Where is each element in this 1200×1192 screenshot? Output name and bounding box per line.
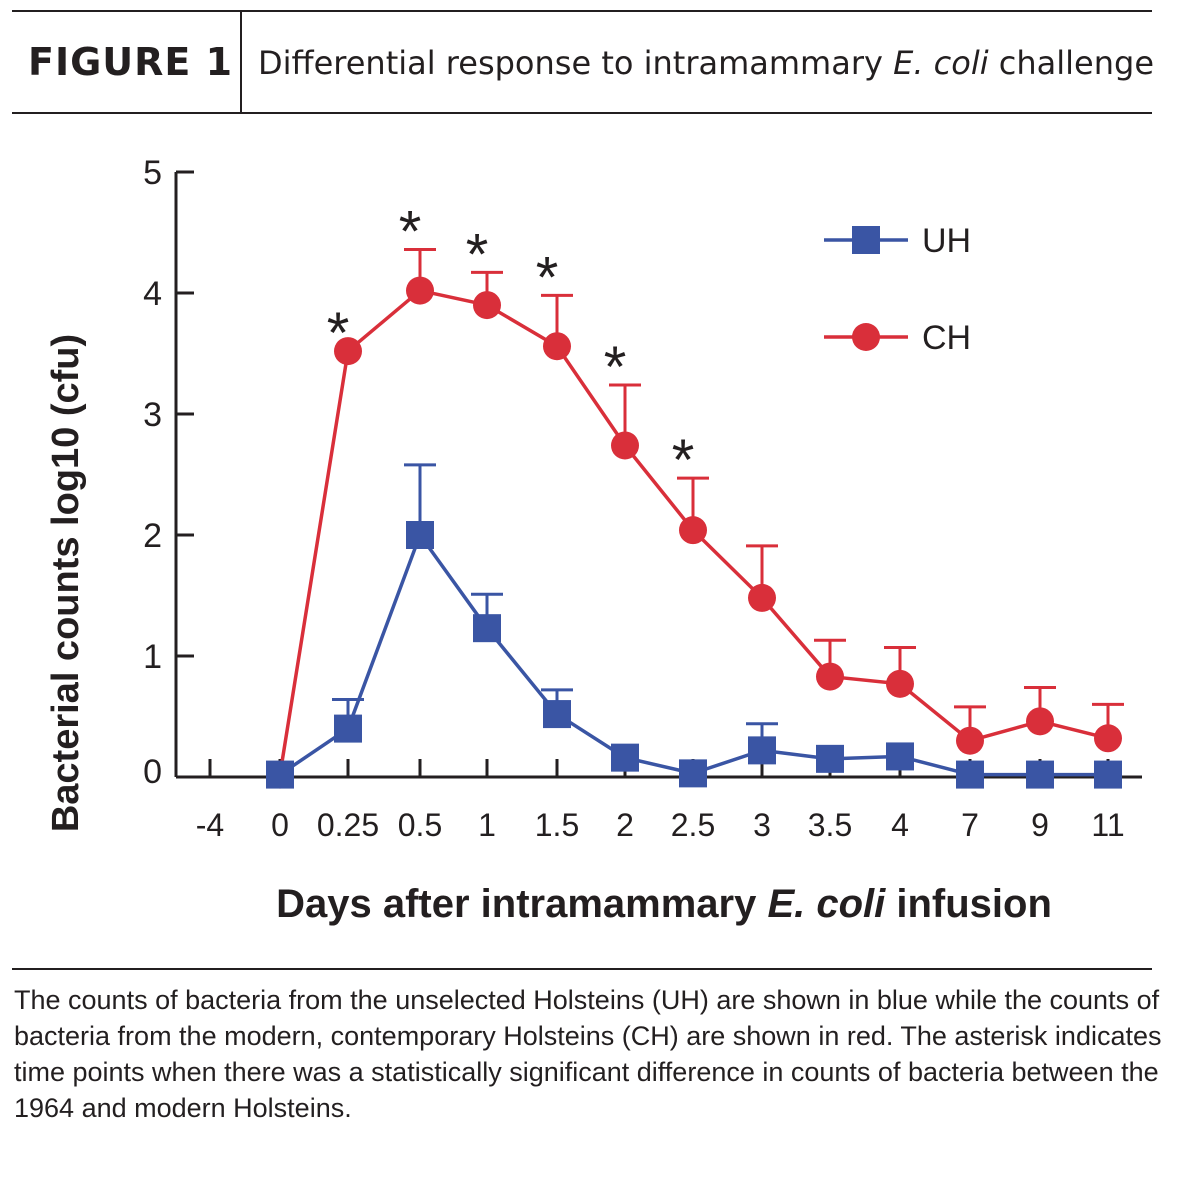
data-point-circle	[543, 332, 571, 361]
x-tick-label: 1.5	[535, 807, 579, 843]
figure-title: Differential response to intramammary E.…	[258, 44, 1154, 82]
series-ch	[266, 247, 1124, 789]
figure-title-pre: Differential response to intramammary	[258, 44, 894, 82]
x-axis-label: Days after intramammary E. coli infusion	[276, 882, 1052, 926]
x-tick-label: 1	[478, 807, 496, 843]
legend: UH CH	[824, 222, 971, 357]
x-tick-label: -4	[196, 807, 224, 843]
x-tick-label: 0.25	[317, 807, 379, 843]
data-point-circle	[816, 662, 844, 691]
legend-swatch-square	[852, 226, 880, 254]
x-axis-label-italic: E. coli	[767, 882, 886, 926]
data-point-circle	[956, 726, 984, 755]
significance-asterisk: *	[466, 222, 489, 287]
x-tick-label: 0	[271, 807, 289, 843]
x-tick-label: 0.5	[398, 807, 442, 843]
data-point-circle	[748, 583, 776, 612]
legend-item-ch: CH	[824, 319, 971, 357]
significance-asterisk: *	[327, 301, 350, 366]
figure-title-italic: E. coli	[893, 44, 989, 82]
y-tick-label: 0	[143, 753, 162, 791]
data-point-square	[956, 760, 984, 789]
data-point-circle	[1094, 724, 1122, 753]
caption-top-rule	[12, 968, 1152, 970]
y-tick-label: 4	[143, 275, 162, 313]
y-tick-label: 1	[143, 638, 162, 676]
significance-asterisk: *	[536, 245, 559, 310]
x-tick-label: 9	[1031, 807, 1049, 843]
caption: The counts of bacteria from the unselect…	[14, 985, 1162, 1123]
header-bottom-rule	[12, 112, 1152, 114]
data-point-circle	[611, 431, 639, 460]
x-tick-label: 2.5	[671, 807, 715, 843]
x-tick-label: 3	[753, 807, 771, 843]
legend-label: UH	[922, 222, 971, 260]
data-point-circle	[473, 291, 501, 320]
data-point-square	[543, 700, 571, 729]
data-point-circle	[679, 516, 707, 545]
y-tick-label: 3	[143, 396, 162, 434]
data-point-circle	[406, 276, 434, 305]
x-tick-label: 3.5	[808, 807, 852, 843]
data-point-circle	[886, 669, 914, 698]
figure-title-post: challenge	[988, 44, 1155, 82]
x-tick-label: 7	[961, 807, 979, 843]
data-point-square	[406, 521, 434, 549]
significance-asterisk: *	[604, 335, 627, 400]
data-point-square	[1026, 760, 1054, 789]
data-point-square	[611, 743, 639, 772]
series-layer: * * * * * *	[266, 199, 1124, 789]
data-point-square	[748, 736, 776, 765]
x-tick-label: 4	[891, 807, 909, 843]
x-tick-label: 11	[1091, 807, 1124, 843]
header-divider	[240, 12, 242, 112]
data-point-circle	[1026, 707, 1054, 736]
top-rule	[12, 10, 1152, 12]
legend-item-uh: UH	[824, 222, 971, 260]
series-uh	[266, 463, 1122, 789]
data-point-square	[334, 714, 362, 743]
legend-label: CH	[922, 319, 971, 357]
figure-label: FIGURE 1	[28, 40, 234, 84]
legend-swatch-circle	[852, 323, 880, 351]
y-tick-label: 5	[143, 154, 162, 192]
data-point-square	[886, 742, 914, 771]
data-point-square	[816, 744, 844, 773]
x-axis-label-post: infusion	[885, 882, 1052, 926]
axes: 0 1 2 3 4 5 -4 0 0.25 0.5 1 1.5 2 2.5 3 3.5 4 7 9 11	[143, 154, 1142, 843]
x-tick-label: 2	[616, 807, 634, 843]
data-point-circle	[334, 337, 362, 366]
significance-asterisk: *	[399, 199, 422, 264]
y-tick-label: 2	[143, 517, 162, 555]
x-axis-label-pre: Days after intramammary	[276, 882, 767, 926]
y-axis-label: Bacterial counts log10 (cfu)	[45, 334, 87, 832]
significance-asterisk: *	[672, 428, 695, 493]
data-point-square	[679, 759, 707, 788]
data-point-square	[1094, 760, 1122, 789]
data-point-square	[266, 760, 294, 789]
data-point-square	[473, 614, 501, 643]
